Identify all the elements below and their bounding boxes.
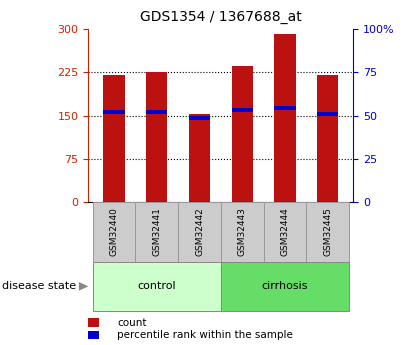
Text: GSM32445: GSM32445 [323, 208, 332, 256]
Bar [146, 72, 167, 202]
Text: GSM32442: GSM32442 [195, 208, 204, 256]
Text: control: control [137, 282, 176, 291]
Text: percentile rank within the sample: percentile rank within the sample [117, 330, 293, 339]
Bar [178, 202, 221, 262]
Text: count: count [117, 318, 147, 327]
Text: disease state: disease state [2, 282, 76, 291]
Text: cirrhosis: cirrhosis [262, 282, 308, 291]
Bar [92, 262, 221, 310]
Bar [92, 202, 135, 262]
Bar [88, 331, 99, 339]
Text: GDS1354 / 1367688_at: GDS1354 / 1367688_at [140, 10, 302, 24]
Bar [88, 318, 99, 327]
Bar [232, 108, 253, 112]
Bar [275, 106, 296, 110]
Bar [232, 66, 253, 202]
Bar [103, 110, 125, 114]
Bar [189, 115, 210, 202]
Bar [264, 202, 307, 262]
Bar [307, 202, 349, 262]
Bar [135, 202, 178, 262]
Bar [146, 110, 167, 114]
Text: GSM32441: GSM32441 [152, 208, 161, 256]
Bar [189, 116, 210, 120]
Bar [221, 262, 349, 310]
Bar [317, 112, 339, 117]
Text: GSM32443: GSM32443 [238, 208, 247, 256]
Bar [103, 75, 125, 202]
Polygon shape [79, 282, 88, 291]
Bar [275, 34, 296, 202]
Text: GSM32440: GSM32440 [109, 208, 118, 256]
Bar [221, 202, 264, 262]
Text: GSM32444: GSM32444 [281, 208, 289, 256]
Bar [317, 75, 339, 202]
